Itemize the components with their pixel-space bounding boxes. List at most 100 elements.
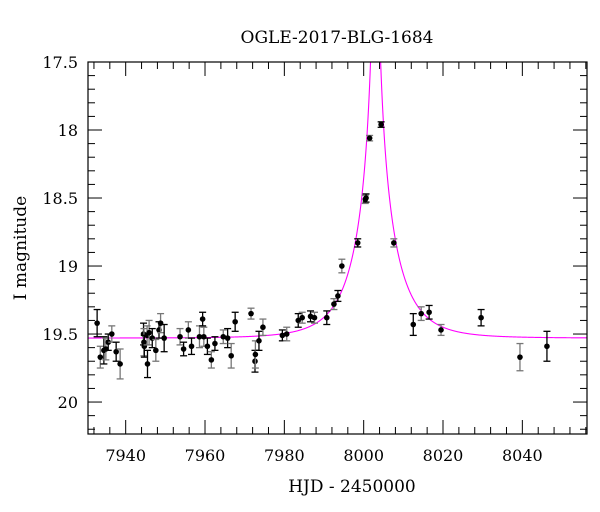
data-marker <box>391 240 397 246</box>
data-point <box>516 342 524 372</box>
data-point <box>437 323 445 337</box>
data-point <box>294 312 302 328</box>
x-tick-label: 8000 <box>343 446 384 465</box>
data-point <box>180 341 188 357</box>
data-marker <box>105 339 112 345</box>
data-point <box>203 337 211 356</box>
data-marker <box>418 310 424 317</box>
data-point <box>362 193 370 203</box>
data-marker <box>363 195 369 201</box>
data-point <box>251 340 259 369</box>
data-marker <box>260 324 266 331</box>
data-marker <box>279 332 286 339</box>
data-marker <box>248 310 254 317</box>
data-marker <box>144 361 151 367</box>
y-axis-title: I magnitude <box>11 196 31 300</box>
data-marker <box>117 361 123 367</box>
y-tick-label: 19 <box>58 257 78 276</box>
x-tick-label: 8040 <box>502 446 543 465</box>
data-point <box>409 312 417 337</box>
x-tick-label: 8020 <box>423 446 464 465</box>
data-point <box>160 323 168 353</box>
data-point <box>390 238 398 248</box>
data-marker <box>108 331 115 337</box>
data-point <box>417 306 425 322</box>
data-marker <box>212 340 218 347</box>
data-point <box>108 325 116 343</box>
data-marker <box>220 333 227 340</box>
data-marker <box>339 263 345 269</box>
data-marker <box>188 343 195 350</box>
x-tick-label: 7940 <box>105 446 146 465</box>
data-marker <box>196 333 203 340</box>
data-marker <box>311 314 318 321</box>
data-marker <box>295 317 302 324</box>
data-point <box>143 349 151 379</box>
data-point <box>231 311 239 332</box>
data-point <box>188 337 196 356</box>
data-marker <box>426 309 432 316</box>
data-point <box>199 311 207 327</box>
x-tick-label: 7980 <box>264 446 305 465</box>
data-point <box>96 345 104 369</box>
data-marker <box>228 352 234 359</box>
data-marker <box>378 121 384 128</box>
data-point <box>116 348 124 380</box>
data-marker <box>94 320 100 326</box>
data-marker <box>252 351 259 358</box>
data-point <box>219 329 227 345</box>
data-point <box>247 307 255 320</box>
y-tick-label: 20 <box>58 393 78 412</box>
tick-labels: 7940 7960 7980 8000 8020 8040 17.5 18 18.5 19 19.5… <box>42 53 542 465</box>
data-point <box>200 326 208 347</box>
data-point <box>211 336 219 352</box>
data-point <box>112 341 120 362</box>
data-marker <box>113 348 119 355</box>
data-marker <box>208 357 215 363</box>
data-points <box>93 121 551 380</box>
y-tick-label: 17.5 <box>42 53 78 72</box>
data-point <box>298 311 306 324</box>
data-point <box>227 342 235 369</box>
data-point <box>207 351 215 369</box>
data-marker <box>185 327 192 333</box>
data-point <box>323 310 331 326</box>
data-point <box>477 308 485 327</box>
chart-title: OGLE-2017-BLG-1684 <box>241 28 434 48</box>
data-point <box>377 121 385 128</box>
data-marker <box>224 335 231 341</box>
data-marker <box>256 338 262 344</box>
data-point <box>224 327 232 349</box>
y-tick-label: 19.5 <box>42 325 78 344</box>
data-marker <box>161 335 167 341</box>
data-point <box>184 321 192 339</box>
data-point <box>366 134 374 142</box>
data-point <box>176 327 184 346</box>
data-marker <box>177 333 183 340</box>
data-marker <box>146 329 152 336</box>
data-point <box>338 258 346 274</box>
data-marker <box>517 354 523 360</box>
data-point <box>259 318 267 337</box>
data-point <box>543 330 551 362</box>
data-point <box>152 338 160 362</box>
data-point <box>255 330 263 352</box>
data-marker <box>478 314 484 321</box>
x-axis-title: HJD - 2450000 <box>288 477 416 497</box>
data-marker <box>283 331 290 337</box>
x-tick-label: 7960 <box>185 446 226 465</box>
plot-frame <box>87 61 588 435</box>
data-marker <box>366 135 373 141</box>
data-marker <box>204 343 211 350</box>
data-marker <box>331 301 337 307</box>
axis-ticks <box>88 61 587 434</box>
data-marker <box>354 240 361 246</box>
y-tick-label: 18.5 <box>42 189 78 208</box>
data-point <box>145 319 153 346</box>
data-point <box>93 308 101 338</box>
y-tick-label: 18 <box>58 121 78 140</box>
data-marker <box>180 346 187 352</box>
data-marker <box>335 293 341 299</box>
data-marker <box>438 327 444 333</box>
